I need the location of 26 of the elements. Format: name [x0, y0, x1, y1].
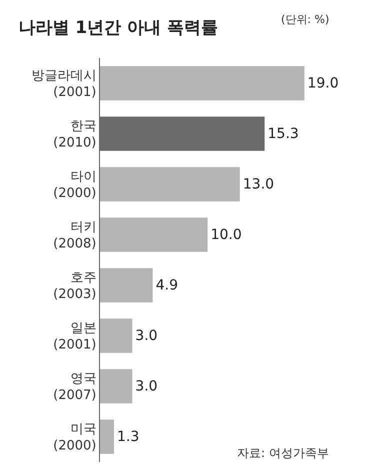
bar: [100, 420, 114, 454]
y-tick-label: 미국 (2000): [53, 422, 96, 454]
y-tick-label: 한국 (2010): [53, 118, 96, 151]
bar: [100, 218, 208, 252]
data-label: 1.3: [116, 428, 140, 445]
bar: [100, 167, 240, 202]
data-label: 10.0: [210, 226, 242, 243]
y-tick-label: 호주 (2003): [53, 270, 96, 302]
data-label: 13.0: [242, 176, 274, 192]
data-label: 19.0: [307, 75, 339, 92]
annotation: 자료: 여성가족부: [237, 446, 329, 460]
data-label: 3.0: [135, 328, 158, 344]
bar: [100, 369, 132, 404]
bar: [100, 318, 132, 353]
bar: [100, 66, 304, 100]
chart-title: 나라별 1년간 아내 폭력률: [18, 18, 218, 38]
y-tick-label: 일본 (2001): [53, 320, 96, 353]
data-label: 3.0: [135, 378, 158, 394]
y-tick-label: 타이 (2000): [53, 169, 96, 202]
data-label: 4.9: [156, 277, 178, 294]
chart-subtitle: (단위: %): [281, 13, 330, 26]
bar: [100, 268, 153, 302]
y-tick-label: 영국 (2007): [53, 371, 96, 404]
y-tick-label: 터키 (2008): [53, 220, 96, 252]
y-tick-label: 방글라데시 (2001): [31, 68, 96, 100]
data-label: 15.3: [268, 126, 299, 142]
